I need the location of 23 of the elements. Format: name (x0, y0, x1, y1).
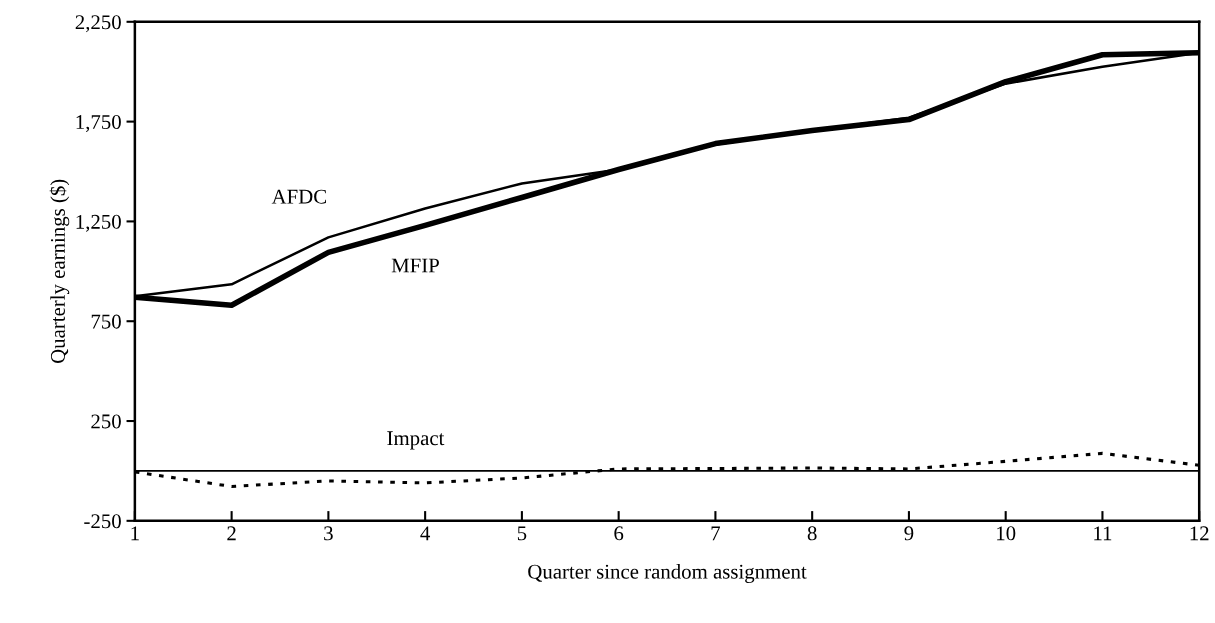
y-tick-label: 750 (91, 314, 121, 329)
x-tick-label: 2 (227, 526, 236, 541)
x-axis-title: Quarter since random assignment (528, 564, 807, 583)
y-tick-label: -250 (84, 514, 121, 529)
x-tick-label: 11 (1094, 526, 1112, 541)
x-tick-label: 7 (711, 526, 721, 541)
x-tick-label: 5 (517, 526, 527, 541)
x-tick-label: 3 (324, 526, 333, 541)
y-tick-label: 1,250 (76, 214, 121, 232)
series-label: AFDC (271, 189, 326, 204)
x-tick-label: 4 (420, 526, 431, 541)
y-tick-label: 1,750 (76, 114, 121, 133)
x-tick-label: 1 (131, 526, 139, 541)
y-tick-label: 250 (91, 414, 121, 429)
y-tick-label: 2,250 (75, 15, 121, 33)
x-tick-label: 10 (997, 526, 1016, 541)
series-label: MFIP (391, 258, 439, 273)
y-axis-title: Quarterly earnings ($) (49, 179, 70, 364)
series-label: Impact (387, 431, 445, 450)
x-tick-label: 6 (614, 526, 624, 541)
x-tick-label: 8 (807, 526, 817, 541)
x-tick-label: 12 (1190, 526, 1209, 541)
x-tick-label: 9 (904, 526, 914, 541)
